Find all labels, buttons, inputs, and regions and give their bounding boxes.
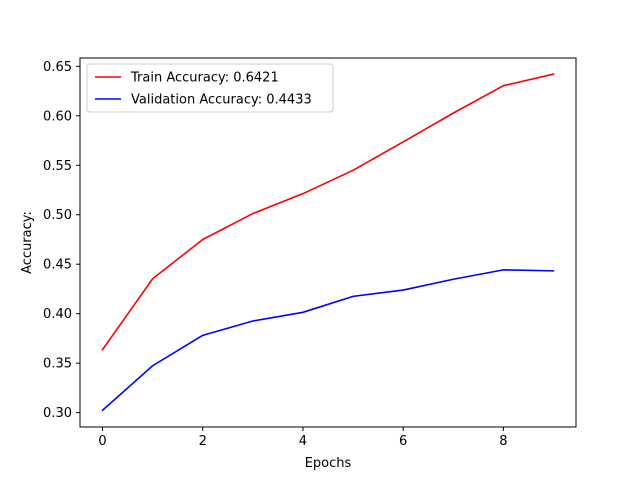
series-line-1 — [101, 269, 555, 412]
x-axis-ticks: 0 2 4 6 8 — [98, 427, 507, 449]
plot-layer — [101, 73, 555, 412]
legend: Train Accuracy: 0.6421 Validation Accurac… — [86, 63, 334, 113]
y-tick-label: 0.60 — [43, 109, 72, 124]
y-tick-label: 0.40 — [43, 307, 72, 322]
x-tick-label: 4 — [299, 434, 307, 449]
y-axis-ticks: 0.30 0.35 0.40 0.45 0.50 0.55 0.60 0.65 — [43, 60, 80, 421]
y-tick-label: 0.30 — [43, 406, 72, 421]
legend-label: Train Accuracy: 0.6421 — [130, 71, 279, 86]
legend-label: Validation Accuracy: 0.4433 — [131, 93, 312, 108]
y-tick-label: 0.50 — [43, 208, 72, 223]
y-axis-label: Accuracy: — [20, 211, 35, 274]
plot-frame — [79, 57, 577, 428]
x-tick-label: 0 — [98, 434, 106, 449]
x-tick-label: 2 — [199, 434, 207, 449]
y-tick-label: 0.35 — [43, 357, 72, 372]
y-tick-label: 0.65 — [43, 60, 72, 75]
x-axis-label: Epochs — [305, 456, 352, 471]
legend-box — [86, 63, 334, 113]
y-tick-label: 0.45 — [43, 258, 72, 273]
x-tick-label: 8 — [499, 434, 507, 449]
y-tick-label: 0.55 — [43, 159, 72, 174]
x-tick-label: 6 — [399, 434, 407, 449]
series-line-0 — [101, 73, 555, 351]
